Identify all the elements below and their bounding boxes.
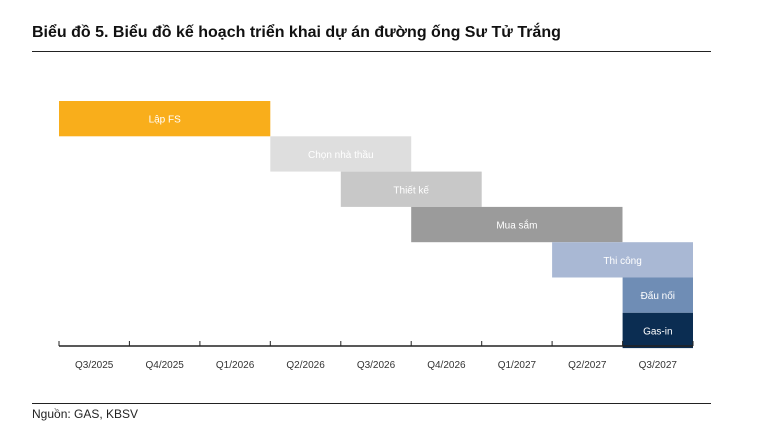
gantt-bar-label: Thiết kế xyxy=(393,184,429,196)
x-tick-label: Q3/2027 xyxy=(639,360,678,371)
gantt-bar xyxy=(622,312,693,349)
x-tick-label: Q3/2026 xyxy=(357,360,396,371)
x-tick-label: Q3/2025 xyxy=(75,360,114,371)
gantt-bar-label: Thi công xyxy=(603,256,641,267)
gantt-bar xyxy=(340,171,482,207)
gantt-bar-label: Lập FS xyxy=(149,115,182,126)
gantt-bar xyxy=(552,242,693,278)
gantt-bar xyxy=(59,101,271,137)
x-tick-label: Q2/2026 xyxy=(286,360,325,371)
source-divider xyxy=(32,403,711,404)
source-note: Nguồn: GAS, KBSV xyxy=(32,407,139,421)
x-tick-label: Q4/2026 xyxy=(427,360,466,371)
x-tick-label: Q1/2026 xyxy=(216,360,255,371)
gantt-bar xyxy=(270,136,412,172)
gantt-bar xyxy=(622,277,693,313)
x-tick-label: Q4/2025 xyxy=(146,360,185,371)
gantt-bar xyxy=(411,206,623,243)
chart-title: Biểu đồ 5. Biểu đồ kế hoạch triển khai d… xyxy=(32,24,561,41)
x-tick-label: Q2/2027 xyxy=(568,360,607,371)
gantt-bar-label: Mua sắm xyxy=(496,219,537,232)
title-divider xyxy=(32,51,711,52)
gantt-bar-label: Đấu nối xyxy=(641,290,675,302)
gantt-bar-label: Chọn nhà thầu xyxy=(308,149,374,161)
x-tick-label: Q1/2027 xyxy=(498,360,537,371)
gantt-bar-label: Gas-in xyxy=(643,326,672,337)
